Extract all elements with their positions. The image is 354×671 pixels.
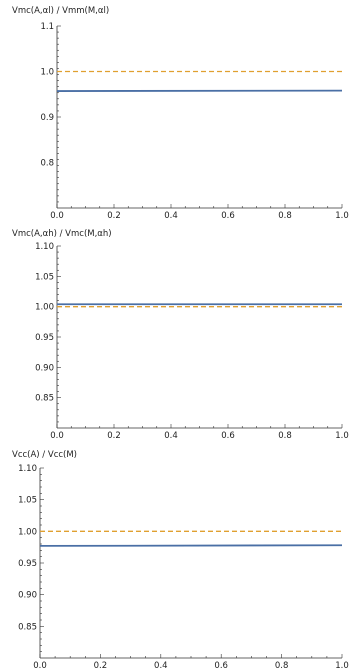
x-tick-label: 0.8 (275, 661, 289, 671)
y-tick-label: 0.85 (18, 622, 37, 632)
y-tick-label: 0.95 (18, 559, 37, 569)
x-tick-label: 0.0 (33, 661, 47, 671)
x-tick-label: 0.4 (164, 211, 178, 221)
y-tick-label: 0.90 (18, 591, 37, 601)
x-tick-label: 1.0 (335, 661, 349, 671)
y-tick-label: 1.1 (40, 22, 54, 32)
plot-3: Vcc(A) / Vcc(M) 0.0 0.2 0.4 0.6 0.8 1.0 0.85 0.9… (12, 450, 349, 671)
x-tick-label: 0.8 (278, 431, 292, 441)
plot-2: Vmc(A,αh) / Vmc(M,αh)0.0 0.2 0.4 0.6 0.8 1.00… (12, 229, 349, 441)
y-axis-label: Vcc(A) / Vcc(M) (12, 450, 77, 460)
x-tick-label: 0.0 (50, 431, 64, 441)
y-axis-label: Vmc(A,αl) / Vmm(M,αl) (12, 6, 109, 16)
x-tick-label: 0.2 (107, 431, 121, 441)
y-tick-label: 1.00 (18, 527, 37, 537)
x-tick-label: 0.6 (214, 661, 228, 671)
y-tick-label: 1.0 (40, 68, 54, 78)
y-axis-label: Vmc(A,αh) / Vmc(M,αh) (12, 229, 112, 239)
y-tick-label: 1.10 (35, 242, 54, 252)
x-tick-label: 0.8 (278, 211, 292, 221)
x-tick-label: 0.6 (221, 431, 235, 441)
y-tick-label: 1.05 (35, 272, 54, 282)
x-tick-label: 0.2 (107, 211, 121, 221)
y-tick-label: 1.00 (35, 303, 54, 313)
plot-1: Vmc(A,αl) / Vmm(M,αl) 0.0 0.2 0.4 0.6 0.8 1.0 0… (12, 6, 349, 221)
y-tick-label: 1.10 (18, 464, 37, 474)
y-tick-label: 0.85 (35, 394, 54, 404)
x-tick-label: 0.0 (50, 211, 64, 221)
y-tick-label: 0.8 (40, 159, 54, 169)
y-tick-label: 0.9 (40, 113, 54, 123)
x-tick-label: 0.4 (164, 431, 178, 441)
y-tick-label: 1.05 (18, 496, 37, 506)
x-tick-label: 0.4 (154, 661, 168, 671)
x-tick-label: 1.0 (335, 211, 349, 221)
ratio-line-solid (39, 544, 343, 547)
x-tick-label: 0.2 (94, 661, 108, 671)
x-tick-label: 1.0 (335, 431, 349, 441)
y-tick-label: 0.95 (35, 333, 54, 343)
y-tick-label: 0.90 (35, 363, 54, 373)
x-tick-label: 0.6 (221, 211, 235, 221)
